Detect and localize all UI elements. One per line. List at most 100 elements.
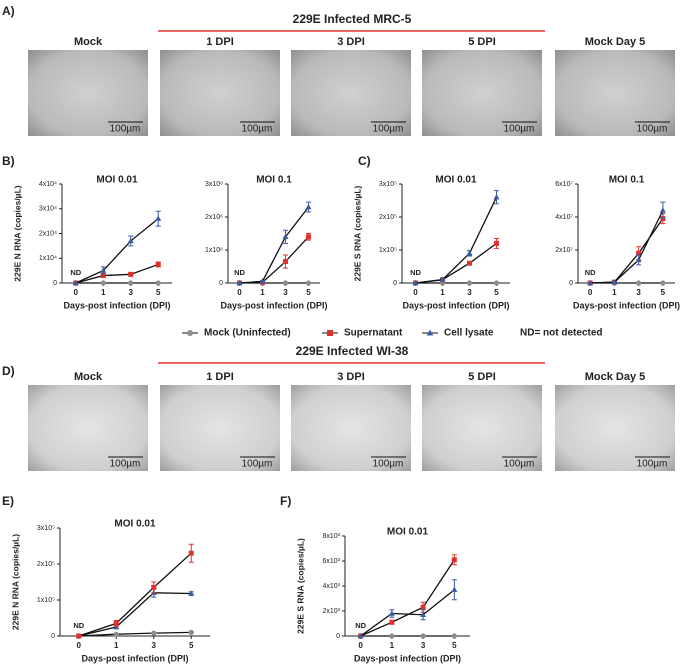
x-tick-label: 3: [283, 288, 288, 297]
y-tick-label: 8x10³: [322, 533, 340, 540]
series-line: [590, 218, 664, 284]
y-tick-label: 0: [51, 633, 55, 640]
scale-label: 100µm: [504, 459, 535, 470]
chart-title: MOI 0.1: [609, 175, 645, 186]
scale-label: 100µm: [504, 124, 535, 135]
legend-marker: [187, 330, 193, 336]
marker: [659, 207, 666, 213]
legend-label: Supernatant: [344, 328, 403, 339]
marker: [100, 280, 106, 286]
marker: [451, 586, 458, 592]
image-label: 3 DPI: [337, 36, 365, 48]
y-tick-label: 6x10⁷: [555, 181, 573, 188]
x-tick-label: 3: [152, 641, 157, 650]
marker: [412, 279, 419, 286]
marker: [128, 280, 134, 286]
x-tick-label: 1: [114, 641, 119, 650]
marker: [420, 633, 426, 639]
marker: [357, 632, 364, 639]
y-tick-label: 2x10⁴: [39, 230, 57, 237]
x-tick-label: 5: [189, 641, 194, 650]
panel-letter: B): [2, 154, 15, 168]
marker: [451, 557, 457, 563]
marker: [236, 279, 243, 286]
marker: [259, 278, 266, 284]
marker: [466, 250, 473, 256]
annotation: ND: [234, 268, 245, 277]
scale-label: 100µm: [110, 459, 141, 470]
marker: [306, 234, 311, 240]
scale-label: 100µm: [242, 124, 273, 135]
series-line: [590, 210, 664, 284]
marker: [388, 610, 395, 616]
y-tick-label: 2x10⁵: [379, 214, 397, 221]
marker: [155, 280, 161, 286]
x-tick-label: 5: [306, 288, 311, 297]
series-line: [78, 631, 192, 637]
marker: [305, 280, 312, 286]
x-axis-title: Days-post infection (DPI): [402, 300, 509, 310]
marker: [493, 280, 500, 286]
series-line: [239, 206, 310, 284]
marker: [636, 250, 642, 256]
marker: [282, 233, 289, 239]
y-tick-label: 4x10⁷: [555, 214, 573, 221]
marker: [188, 550, 194, 556]
panel-letter: F): [280, 494, 291, 508]
y-tick-label: 0: [219, 280, 223, 287]
y-tick-label: 2x10⁶: [205, 214, 223, 221]
y-tick-label: 0: [53, 280, 57, 287]
panel-letter: A): [2, 4, 15, 18]
series-line: [415, 196, 498, 284]
y-tick-label: 2x10⁵: [37, 561, 55, 568]
x-axis-title: Days-post infection (DPI): [573, 300, 680, 310]
image-label: 1 DPI: [206, 36, 234, 48]
y-tick-label: 3x10⁴: [39, 206, 57, 213]
scale-label: 100µm: [110, 124, 141, 135]
marker: [72, 279, 79, 286]
x-tick-label: 3: [467, 288, 472, 297]
y-tick-label: 3x10⁶: [205, 181, 223, 188]
marker: [155, 215, 162, 221]
panel-letter: D): [2, 364, 15, 378]
marker: [636, 280, 642, 286]
marker: [389, 633, 395, 639]
y-tick-label: 2x10⁷: [555, 247, 573, 254]
annotation: ND: [70, 268, 81, 277]
x-tick-label: 1: [101, 288, 106, 297]
legend-marker: [327, 330, 333, 336]
marker: [127, 237, 134, 244]
marker: [113, 620, 119, 626]
marker: [305, 203, 312, 210]
series-line: [78, 552, 192, 637]
series-line: [75, 218, 159, 284]
x-tick-label: 5: [156, 288, 161, 297]
y-tick-label: 3x10⁵: [37, 525, 55, 532]
image-label: 3 DPI: [337, 371, 365, 383]
image-label: 1 DPI: [206, 371, 234, 383]
y-axis-title: 229E S RNA (copies/µL): [295, 538, 305, 634]
x-tick-label: 0: [413, 288, 418, 297]
marker: [282, 280, 289, 286]
marker: [494, 240, 499, 246]
x-tick-label: 1: [390, 641, 395, 650]
y-tick-label: 0: [336, 633, 340, 640]
series-line: [360, 589, 455, 637]
panel-letter: E): [2, 494, 14, 508]
y-tick-label: 1x10⁵: [37, 597, 55, 604]
y-axis-title: 229E N RNA (copies/µL): [12, 185, 22, 281]
scale-label: 100µm: [373, 124, 404, 135]
y-tick-label: 0: [393, 280, 397, 287]
marker: [76, 633, 82, 639]
marker: [283, 259, 288, 265]
scale-label: 100µm: [637, 459, 668, 470]
legend-note: ND= not detected: [520, 328, 603, 339]
marker: [467, 260, 472, 266]
panel-letter: C): [358, 154, 371, 168]
marker: [113, 631, 119, 637]
row-title: 229E Infected WI-38: [296, 344, 409, 358]
x-tick-label: 3: [421, 641, 426, 650]
annotation: ND: [410, 268, 421, 277]
series-line: [75, 263, 159, 284]
x-tick-label: 5: [494, 288, 499, 297]
